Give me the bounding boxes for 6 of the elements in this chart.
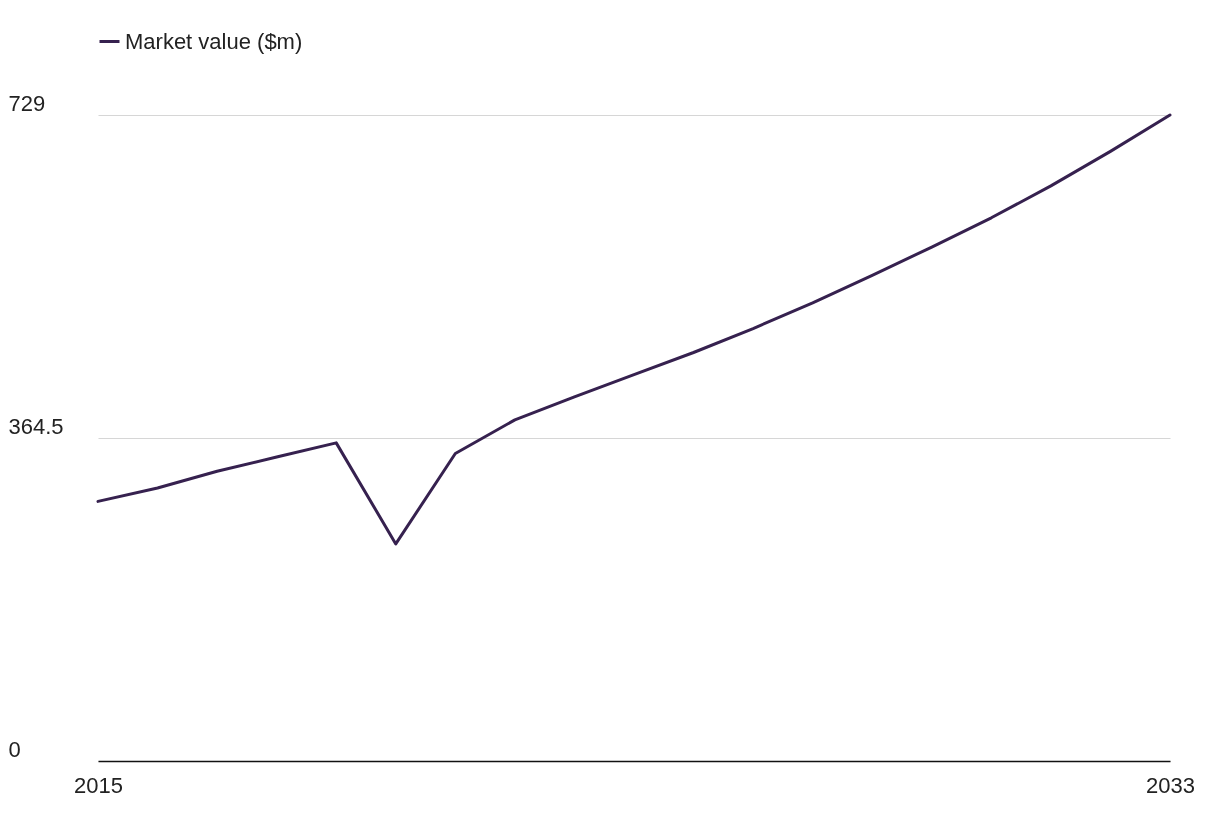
x-tick-label: 2015 [74,772,123,798]
y-tick-label: 729 [8,90,46,116]
y-tick-label: 0 [8,736,21,762]
y-tick-label: 364.5 [8,413,64,439]
x-tick-label: 2033 [1146,772,1195,798]
legend-label: Market value ($m) [125,28,303,54]
